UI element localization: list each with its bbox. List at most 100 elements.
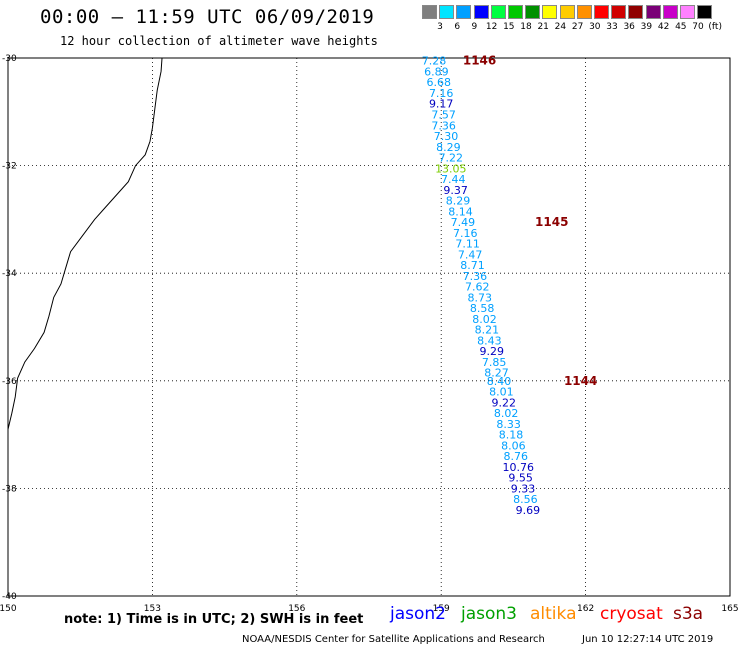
wave-height-label: 7.11 — [455, 238, 480, 251]
scale-swatch — [473, 5, 489, 19]
scale-label: (ft) — [708, 22, 722, 32]
wave-height-label: 7.28 — [422, 55, 447, 68]
wave-height-label: 8.02 — [494, 407, 519, 420]
scale-swatch — [422, 5, 437, 19]
wave-height-label: 8.76 — [504, 450, 529, 463]
wave-height-label: 7.36 — [431, 119, 456, 132]
wave-height-label: 7.85 — [482, 356, 507, 369]
scale-swatch — [662, 5, 678, 19]
wave-height-label: 8.73 — [467, 291, 492, 304]
wave-height-label: 8.29 — [446, 195, 471, 208]
map-title: 00:00 – 11:59 UTC 06/09/2019 — [40, 6, 375, 28]
map-subtitle: 12 hour collection of altimeter wave hei… — [60, 34, 378, 48]
wave-height-label: 7.16 — [429, 87, 454, 100]
lon-tick-label: 159 — [433, 604, 450, 614]
wave-height-label: 6.68 — [427, 76, 452, 89]
wave-height-label: 7.57 — [431, 108, 456, 121]
wave-height-label: 9.29 — [479, 345, 504, 358]
wave-height-label: 7.36 — [463, 270, 488, 283]
wave-height-label: 7.16 — [453, 227, 478, 240]
wave-height-label: 7.62 — [465, 281, 490, 294]
scale-swatch — [559, 5, 575, 19]
wave-height-label: 8.56 — [513, 493, 538, 506]
wave-height-label: 9.22 — [492, 396, 517, 409]
lon-tick-label: 153 — [144, 604, 161, 614]
legend-jason3: jason3 — [461, 604, 517, 624]
scale-swatch — [490, 5, 506, 19]
scale-swatch — [697, 5, 713, 19]
pass-number-label: 1145 — [535, 215, 568, 229]
lat-tick-label: -30 — [2, 54, 17, 64]
scale-label: 42 — [657, 22, 670, 32]
lon-tick-label: 165 — [721, 604, 738, 614]
lon-tick-label: 150 — [0, 604, 17, 614]
wave-height-label: 10.76 — [502, 461, 534, 474]
coastline — [7, 57, 163, 430]
legend-cryosat: cryosat — [600, 604, 663, 624]
wave-height-label: 7.22 — [439, 152, 464, 165]
lat-tick-label: -38 — [2, 484, 17, 494]
scale-label: 6 — [454, 22, 461, 32]
wave-height-label: 7.44 — [441, 173, 466, 186]
scale-label: 45 — [675, 22, 687, 32]
wave-height-label: 8.33 — [496, 418, 521, 431]
wave-height-label: 8.29 — [436, 141, 461, 154]
scale-label: 33 — [606, 22, 618, 32]
scale-swatch — [576, 5, 592, 19]
scale-label: 39 — [640, 22, 653, 32]
scale-label: 27 — [571, 22, 584, 32]
wave-height-label: 9.33 — [511, 482, 536, 495]
scale-swatch — [628, 5, 644, 19]
lon-tick-label: 162 — [577, 604, 594, 614]
scale-label: 18 — [520, 22, 532, 32]
scale-swatch — [439, 5, 455, 19]
lat-tick-label: -40 — [2, 592, 17, 602]
scale-swatch — [456, 5, 472, 19]
wave-height-label: 7.30 — [434, 130, 459, 143]
scale-label: 30 — [589, 22, 601, 32]
timestamp: Jun 10 12:27:14 UTC 2019 — [582, 634, 714, 645]
legend-jason2: jason2 — [390, 604, 446, 624]
wave-height-label: 8.71 — [460, 259, 485, 272]
scale-label: 9 — [471, 22, 478, 32]
lat-tick-label: -32 — [2, 162, 17, 172]
scale-label: 3 — [437, 22, 443, 32]
scale-label: 21 — [537, 22, 549, 32]
wave-height-label: 8.02 — [472, 313, 497, 326]
map-frame — [7, 57, 731, 597]
wave-height-label: 8.43 — [477, 334, 502, 347]
lat-tick-label: -36 — [2, 377, 17, 387]
lat-tick-label: -34 — [2, 269, 17, 279]
pass-number-label: 1146 — [463, 54, 496, 68]
legend-s3a: s3a — [673, 604, 704, 624]
wave-height-label: 9.37 — [443, 184, 468, 197]
wave-height-label: 8.40 — [487, 375, 512, 388]
wave-height-label: 8.01 — [489, 386, 514, 399]
scale-swatch — [594, 5, 609, 19]
scale-swatch — [611, 5, 627, 19]
scale-label: 70 — [692, 22, 704, 32]
wave-height-label: 9.69 — [516, 504, 541, 517]
scale-swatch — [525, 5, 541, 19]
note-text: note: 1) Time is in UTC; 2) SWH is in fe… — [64, 612, 364, 627]
scale-label: 12 — [485, 22, 498, 32]
wave-height-label: 9.17 — [429, 98, 454, 111]
wave-height-label: 8.06 — [501, 439, 526, 452]
wave-height-label: 7.49 — [451, 216, 476, 229]
wave-height-label: 7.47 — [458, 248, 483, 261]
scale-label: 36 — [623, 22, 635, 32]
wave-height-label: 6.89 — [424, 65, 449, 78]
wave-height-label: 8.14 — [448, 205, 473, 218]
pass-number-label: 1144 — [564, 374, 597, 388]
wave-height-label: 8.27 — [484, 367, 509, 380]
credit-text: NOAA/NESDIS Center for Satellite Applica… — [242, 634, 545, 645]
scale-label: 24 — [554, 22, 567, 32]
wave-height-label: 8.18 — [499, 429, 524, 442]
wave-height-label: 8.58 — [470, 302, 495, 315]
scale-swatch — [508, 5, 523, 19]
scale-swatch — [680, 5, 695, 19]
legend-altika: altika — [530, 604, 577, 624]
wave-height-label: 9.55 — [508, 472, 533, 485]
scale-swatch — [542, 5, 558, 19]
